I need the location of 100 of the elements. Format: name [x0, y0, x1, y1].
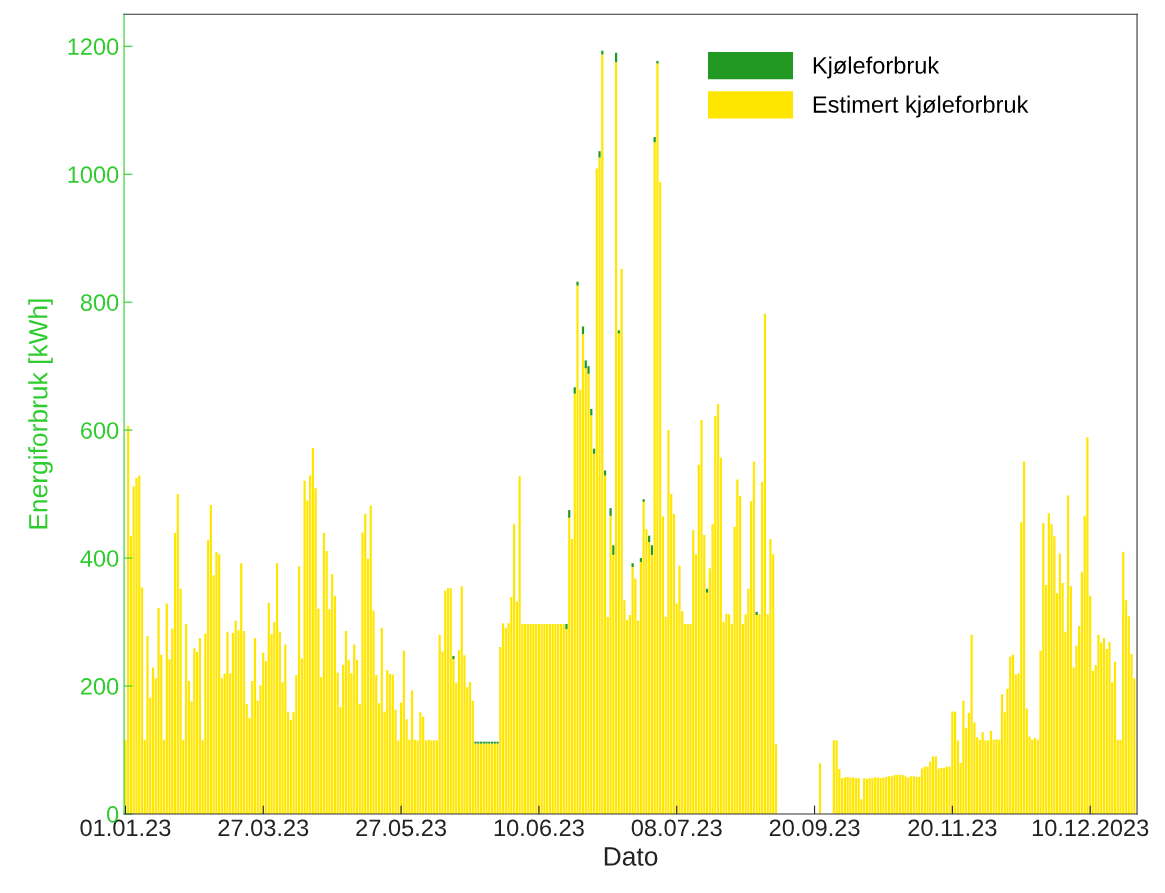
bar [576, 285, 579, 814]
bar [592, 448, 596, 454]
x-tick-label: 20.11.23 [908, 819, 997, 837]
bar [240, 563, 243, 814]
bar [1086, 437, 1089, 814]
bar [601, 54, 604, 814]
x-tick-label: 27.05.23 [356, 819, 447, 837]
bar [344, 631, 348, 814]
x-tick-label: 10.12.2023 [1032, 819, 1149, 837]
bar [444, 590, 447, 814]
bar [705, 588, 709, 593]
bar [568, 517, 571, 814]
bar [1067, 495, 1070, 814]
bar [562, 623, 565, 814]
bar [598, 151, 601, 158]
bar [981, 732, 984, 814]
bar [818, 763, 822, 814]
bar [581, 334, 585, 814]
bar [391, 674, 394, 814]
bar [532, 623, 535, 814]
bar [543, 623, 546, 814]
bar [653, 137, 656, 143]
x-tick-label: 27.03.23 [218, 819, 309, 837]
bar [989, 730, 993, 814]
bar [402, 650, 405, 814]
bar [1102, 638, 1106, 814]
bar [603, 470, 607, 476]
bar [388, 673, 392, 814]
y-tick-label: 1000 [68, 166, 119, 184]
x-axis-title: Dato [604, 847, 658, 866]
bar [529, 623, 532, 814]
bar [725, 613, 728, 814]
bar [642, 499, 645, 502]
y-axis-title: Energiforbruk [kWh] [28, 299, 53, 529]
bar [322, 533, 326, 814]
bar [364, 513, 367, 814]
bar [727, 614, 731, 814]
bar [548, 623, 552, 814]
bar [193, 648, 196, 814]
bar [692, 529, 695, 814]
bar [135, 478, 138, 814]
bar [656, 63, 659, 814]
legend-label: Estimert kjøleforbruk [813, 95, 1029, 118]
bar [554, 623, 557, 814]
bar [157, 607, 160, 814]
bar [446, 588, 450, 814]
bar [576, 281, 579, 286]
bar [275, 563, 279, 814]
bar [642, 501, 645, 814]
bar [763, 313, 767, 814]
legend-label: Kjøleforbruk [813, 56, 940, 79]
y-tick-label: 600 [81, 422, 119, 439]
bar [1108, 641, 1111, 814]
bar [970, 634, 973, 814]
bar [198, 638, 201, 814]
bar [215, 552, 218, 814]
x-tick-label: 20.09.23 [769, 819, 860, 837]
bar [433, 740, 436, 814]
bar [656, 60, 659, 64]
bar [736, 479, 739, 814]
bar [565, 623, 568, 630]
bar [369, 505, 372, 814]
bar [639, 558, 642, 562]
bar [769, 538, 772, 814]
x-tick-label: 10.06.23 [494, 819, 584, 837]
bar [1011, 654, 1015, 814]
bar [1097, 634, 1100, 814]
bar [573, 387, 576, 394]
bar [311, 448, 314, 814]
bar [612, 545, 615, 555]
bar [667, 430, 670, 814]
bar [513, 524, 516, 814]
y-tick-label: 400 [80, 550, 119, 567]
bar [700, 419, 703, 814]
bar [504, 627, 507, 814]
bar [614, 62, 618, 814]
bar [650, 545, 654, 555]
bar [176, 494, 179, 814]
bar [686, 623, 689, 814]
bar [1000, 694, 1004, 814]
bar [460, 586, 463, 814]
bar [452, 655, 455, 660]
bar [438, 634, 441, 814]
bar [267, 602, 270, 814]
y-tick-label: 800 [80, 294, 119, 311]
bar [209, 504, 212, 814]
bar [253, 638, 257, 814]
bar [631, 567, 634, 814]
bar [518, 476, 521, 814]
bar [609, 515, 612, 814]
bar [218, 554, 221, 814]
bar [303, 480, 306, 814]
bar [234, 620, 237, 814]
bar [752, 461, 756, 814]
bar [609, 508, 612, 516]
bar [380, 627, 383, 814]
bar [353, 644, 356, 814]
bar [568, 510, 571, 518]
bar [226, 631, 229, 814]
bar [1009, 656, 1012, 814]
